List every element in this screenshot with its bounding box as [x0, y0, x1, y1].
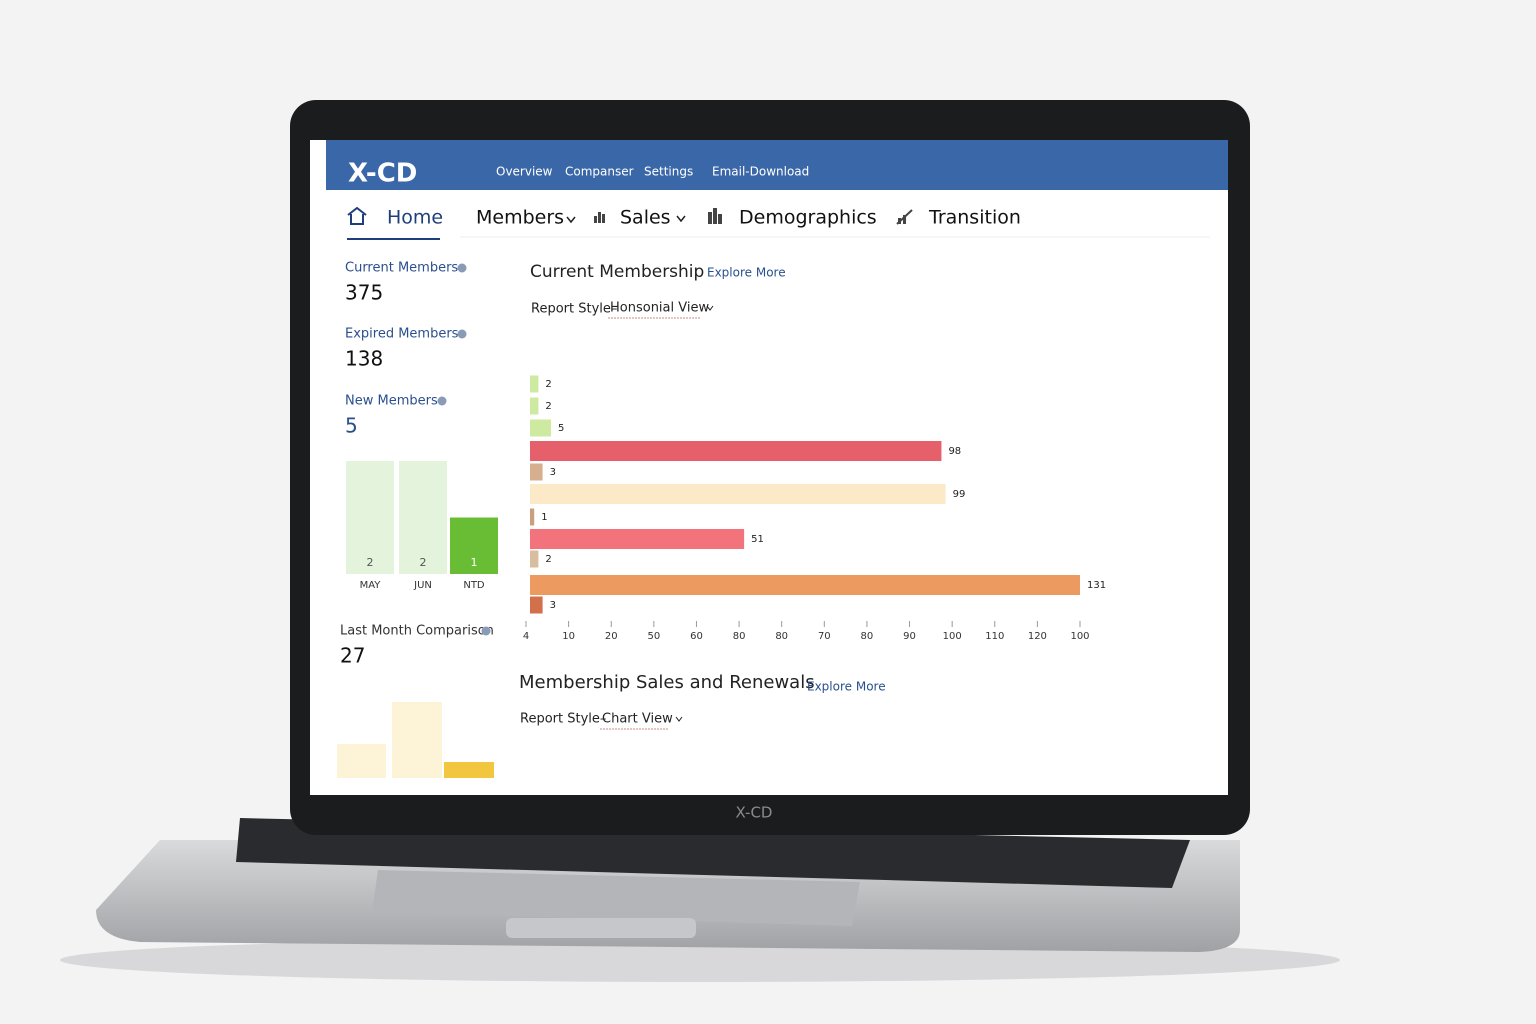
- x-tick-label: 100: [1070, 631, 1089, 642]
- stat-value: 5: [345, 414, 358, 438]
- bar: [530, 375, 539, 393]
- x-tick-label: 90: [903, 631, 916, 642]
- bar: [530, 484, 946, 504]
- bar-value-label: 3: [550, 600, 556, 611]
- stat-label: Current Members: [345, 261, 458, 276]
- info-icon: [437, 396, 447, 406]
- x-tick-label: MAY: [360, 580, 382, 591]
- x-tick-label: 100: [943, 631, 962, 642]
- bar: [346, 461, 394, 574]
- info-icon: [481, 626, 491, 636]
- stat-label: New Members: [345, 394, 438, 409]
- bar: [399, 461, 447, 574]
- report-label: Report Style–: [531, 302, 617, 317]
- section-title: Membership Sales and Renewals: [519, 672, 815, 693]
- laptop-logo: X-CD: [736, 804, 773, 822]
- report-label: Report Style–: [520, 712, 606, 727]
- main-nav-tab[interactable]: Demographics: [739, 207, 877, 229]
- section-title: Current Membership: [530, 262, 704, 282]
- x-tick-label: NTD: [463, 580, 485, 591]
- explore-link[interactable]: Explore More: [707, 266, 786, 280]
- screen-bottom: [310, 778, 1228, 795]
- x-tick-label: 4: [523, 631, 529, 642]
- x-tick-label: 50: [647, 631, 660, 642]
- x-tick-label: JUN: [413, 580, 432, 591]
- bar: [530, 508, 535, 526]
- cut-bars: [337, 702, 494, 778]
- x-tick-label: 10: [562, 631, 575, 642]
- home-icon: [347, 206, 367, 225]
- dropdown-caret: [675, 716, 683, 722]
- x-tick-label: 60: [690, 631, 703, 642]
- stat-value: 138: [345, 347, 383, 371]
- top-nav-link[interactable]: Overview: [496, 165, 553, 179]
- dropdown-caret: [676, 215, 686, 223]
- bar-value-label: 51: [751, 534, 764, 545]
- stat-value: 375: [345, 281, 383, 305]
- hinge-notch: [506, 918, 696, 938]
- nav-icons: [594, 208, 913, 225]
- x-tick-label: 70: [818, 631, 831, 642]
- bar: [530, 529, 745, 549]
- dropdown-caret: [706, 305, 714, 311]
- stat-value: 27: [340, 644, 365, 668]
- report-select[interactable]: Chart View: [602, 712, 673, 727]
- main-nav-tab[interactable]: Members: [476, 207, 564, 229]
- bar: [530, 575, 1080, 595]
- bar-value-label: 1: [541, 512, 547, 523]
- keyboard: [236, 818, 1190, 888]
- x-tick-label: 80: [733, 631, 746, 642]
- bar: [530, 419, 551, 437]
- bar: [530, 596, 543, 614]
- main-nav-tab[interactable]: Home: [387, 207, 443, 229]
- main-nav-tab[interactable]: Sales: [620, 207, 671, 229]
- x-tick-label: 110: [985, 631, 1004, 642]
- x-tick-label: 20: [605, 631, 618, 642]
- bar-value-label: 3: [550, 467, 556, 478]
- report-select[interactable]: Honsonial View: [610, 301, 709, 316]
- explore-link[interactable]: Explore More: [807, 680, 886, 694]
- header-bar: [326, 140, 1228, 190]
- bar: [530, 463, 543, 481]
- bar: [530, 550, 539, 568]
- x-tick-label: 120: [1028, 631, 1047, 642]
- bar-value-label: 2: [545, 554, 551, 565]
- top-nav-link[interactable]: Email-Download: [712, 165, 809, 179]
- dropdown-caret: [566, 216, 576, 224]
- x-tick-label: 80: [775, 631, 788, 642]
- stat-label: Expired Members: [345, 327, 459, 342]
- bar-value-label: 98: [948, 446, 961, 457]
- bar: [530, 441, 942, 461]
- bar-value-label: 99: [953, 489, 966, 500]
- bar-value-label: 2: [545, 379, 551, 390]
- trackpad: [372, 870, 860, 926]
- stat-label: Last Month Comparison: [340, 624, 494, 639]
- bar-value-label: 2: [545, 401, 551, 412]
- info-icon: [457, 263, 467, 273]
- bar: [450, 517, 498, 574]
- bar-value-label: 131: [1087, 580, 1106, 591]
- info-icon: [457, 329, 467, 339]
- x-tick-label: 80: [861, 631, 874, 642]
- main-nav-tab[interactable]: Transition: [928, 207, 1021, 229]
- bar-value-label: 5: [558, 423, 564, 434]
- bar-label: 2: [367, 556, 374, 569]
- bar-label: 1: [471, 556, 478, 569]
- top-nav-link[interactable]: Settings: [644, 165, 693, 179]
- screen: [310, 140, 1228, 795]
- logo: X-CD: [348, 159, 417, 189]
- top-nav-link[interactable]: Companser: [565, 165, 634, 179]
- bar: [530, 397, 539, 415]
- bar-label: 2: [420, 556, 427, 569]
